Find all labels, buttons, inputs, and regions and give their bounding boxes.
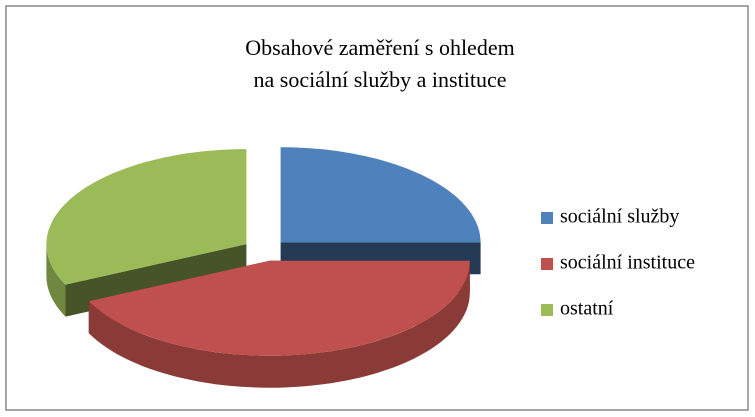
slice-tops <box>46 147 481 356</box>
outer-face <box>88 260 470 388</box>
slice <box>88 260 470 356</box>
chart-title: na sociální služby a instituce <box>254 67 507 92</box>
slice <box>280 147 481 243</box>
legend-swatch <box>541 258 553 270</box>
legend-label: sociální instituce <box>560 252 695 274</box>
legend-label: sociální služby <box>560 206 679 228</box>
legend-swatch <box>541 304 553 316</box>
legend-label: ostatní <box>560 298 614 320</box>
outer-face <box>46 244 66 317</box>
slice <box>46 149 247 285</box>
legend-swatch <box>541 212 553 224</box>
chart-title: Obsahové zaměření s ohledem <box>245 35 514 60</box>
